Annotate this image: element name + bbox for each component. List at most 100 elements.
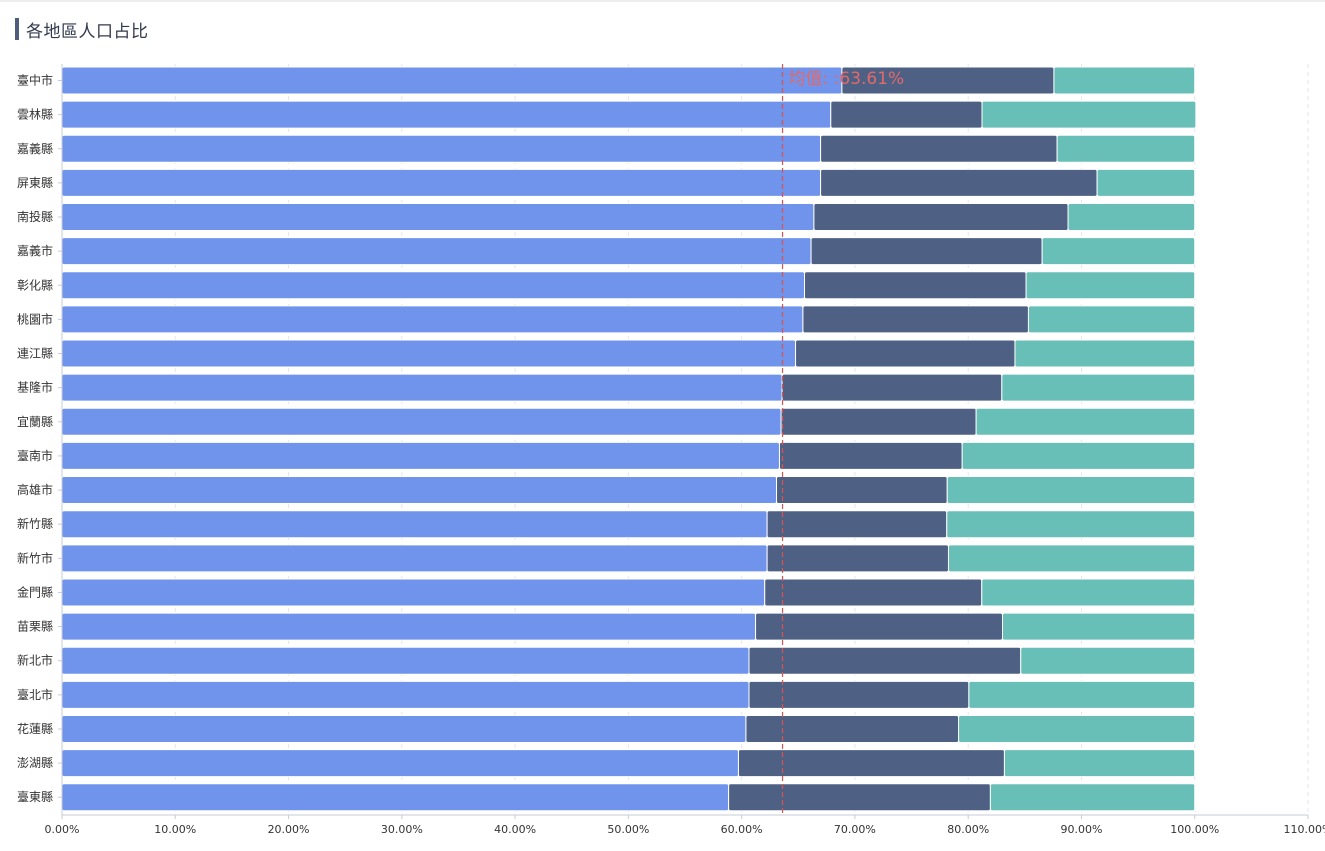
category-labels: 臺中市雲林縣嘉義縣屏東縣南投縣嘉義市彰化縣桃園市連江縣基隆市宜蘭縣臺南市高雄市新…: [17, 73, 53, 805]
bar-series-3-3[interactable]: [1096, 168, 1196, 197]
bar-series-2-20[interactable]: [737, 749, 1005, 778]
category-label-0: 臺中市: [17, 73, 53, 88]
x-tick-label-3: 30.00%: [381, 823, 423, 836]
x-tick-label-11: 110.00%: [1284, 823, 1325, 836]
x-tick-label-8: 80.00%: [947, 823, 989, 836]
category-label-20: 澎湖縣: [17, 755, 53, 770]
category-label-4: 南投縣: [17, 209, 53, 224]
bar-series-3-5[interactable]: [1041, 237, 1196, 266]
bar-series-2-8[interactable]: [795, 339, 1016, 368]
bar-series-2-7[interactable]: [802, 305, 1029, 334]
bar-series-2-1[interactable]: [830, 100, 983, 129]
bar-series-3-10[interactable]: [975, 407, 1196, 436]
bar-series-3-11[interactable]: [961, 441, 1196, 470]
bar-series-3-18[interactable]: [968, 680, 1196, 709]
mean-label: 均值: :63.61%: [789, 69, 905, 89]
bar-series-3-17[interactable]: [1020, 646, 1196, 675]
chart-title: 各地區人口占比: [26, 21, 149, 42]
bar-series-1-12[interactable]: [61, 476, 778, 505]
top-divider: [0, 0, 1325, 2]
bar-series-3-6[interactable]: [1025, 271, 1196, 300]
bars-layer: [61, 66, 1197, 812]
x-tick-labels: 0.00% 10.00% 20.00% 30.00% 40.00% 50.00% 60.00…: [45, 823, 1325, 836]
category-label-13: 新竹縣: [17, 516, 53, 531]
bar-series-3-0[interactable]: [1053, 66, 1196, 95]
bar-series-3-19[interactable]: [958, 714, 1196, 743]
bar-series-2-14[interactable]: [766, 544, 949, 573]
chart-header: 各地區人口占比: [15, 18, 149, 42]
bar-series-1-3[interactable]: [61, 168, 822, 197]
x-tick-label-10: 100.00%: [1170, 823, 1219, 836]
category-label-17: 新北市: [17, 653, 53, 668]
x-tick-label-1: 10.00%: [154, 823, 196, 836]
bar-series-1-5[interactable]: [61, 237, 812, 266]
title-accent-bar: [15, 18, 19, 40]
bar-series-3-15[interactable]: [981, 578, 1196, 607]
bar-series-1-14[interactable]: [61, 544, 768, 573]
category-label-6: 彰化縣: [17, 277, 53, 292]
bar-series-1-21[interactable]: [61, 783, 730, 812]
bar-series-1-13[interactable]: [61, 510, 768, 539]
bar-series-3-13[interactable]: [946, 510, 1196, 539]
bar-series-3-14[interactable]: [947, 544, 1196, 573]
bar-series-2-10[interactable]: [780, 407, 977, 436]
bar-series-1-16[interactable]: [61, 612, 757, 641]
bar-series-3-9[interactable]: [1001, 373, 1196, 402]
category-label-7: 桃園市: [17, 311, 53, 326]
bar-series-1-15[interactable]: [61, 578, 766, 607]
bar-series-2-2[interactable]: [820, 134, 1058, 163]
bar-series-2-5[interactable]: [810, 237, 1043, 266]
axis-layer: [58, 64, 1309, 819]
bar-series-3-12[interactable]: [946, 476, 1196, 505]
bar-series-1-7[interactable]: [61, 305, 804, 334]
x-tick-label-2: 20.00%: [268, 823, 310, 836]
bar-series-3-8[interactable]: [1014, 339, 1196, 368]
bar-series-2-4[interactable]: [813, 203, 1069, 232]
bar-series-3-21[interactable]: [989, 783, 1196, 812]
bar-series-1-19[interactable]: [61, 714, 747, 743]
category-label-2: 嘉義縣: [17, 141, 53, 156]
category-label-9: 基隆市: [17, 380, 53, 395]
bar-series-1-0[interactable]: [61, 66, 843, 95]
bar-series-2-17[interactable]: [748, 646, 1022, 675]
bar-series-1-6[interactable]: [61, 271, 806, 300]
category-label-11: 臺南市: [17, 448, 53, 463]
bar-series-2-6[interactable]: [804, 271, 1027, 300]
bar-series-2-16[interactable]: [755, 612, 1004, 641]
x-tick-label-9: 90.00%: [1060, 823, 1102, 836]
bar-series-2-12[interactable]: [776, 476, 948, 505]
bar-series-1-4[interactable]: [61, 203, 815, 232]
bar-series-1-17[interactable]: [61, 646, 750, 675]
x-tick-label-4: 40.00%: [494, 823, 536, 836]
category-label-18: 臺北市: [17, 687, 53, 702]
bar-series-1-2[interactable]: [61, 134, 822, 163]
bar-series-3-4[interactable]: [1067, 203, 1196, 232]
bar-series-2-3[interactable]: [820, 168, 1098, 197]
category-label-15: 金門縣: [17, 584, 53, 599]
bar-series-3-16[interactable]: [1002, 612, 1196, 641]
bar-series-1-18[interactable]: [61, 680, 750, 709]
bar-series-2-19[interactable]: [745, 714, 960, 743]
bar-series-3-20[interactable]: [1003, 749, 1196, 778]
category-label-5: 嘉義市: [17, 243, 53, 258]
bar-series-3-2[interactable]: [1056, 134, 1196, 163]
bar-series-2-11[interactable]: [778, 441, 963, 470]
bar-series-1-10[interactable]: [61, 407, 782, 436]
bar-series-1-11[interactable]: [61, 441, 780, 470]
bar-series-2-13[interactable]: [766, 510, 948, 539]
bar-series-2-21[interactable]: [728, 783, 991, 812]
bar-series-1-9[interactable]: [61, 373, 783, 402]
bar-series-1-8[interactable]: [61, 339, 797, 368]
bar-series-1-1[interactable]: [61, 100, 832, 129]
bar-series-3-7[interactable]: [1027, 305, 1196, 334]
x-tick-label-5: 50.00%: [607, 823, 649, 836]
bar-series-2-15[interactable]: [764, 578, 983, 607]
category-label-3: 屏東縣: [17, 176, 53, 190]
x-tick-label-7: 70.00%: [834, 823, 876, 836]
mean-marker: 均值: :63.61%: [781, 64, 905, 815]
category-label-14: 新竹市: [17, 550, 53, 565]
bar-series-1-20[interactable]: [61, 749, 739, 778]
bar-series-2-9[interactable]: [781, 373, 1003, 402]
bar-series-3-1[interactable]: [981, 100, 1197, 129]
category-label-1: 雲林縣: [17, 108, 53, 122]
